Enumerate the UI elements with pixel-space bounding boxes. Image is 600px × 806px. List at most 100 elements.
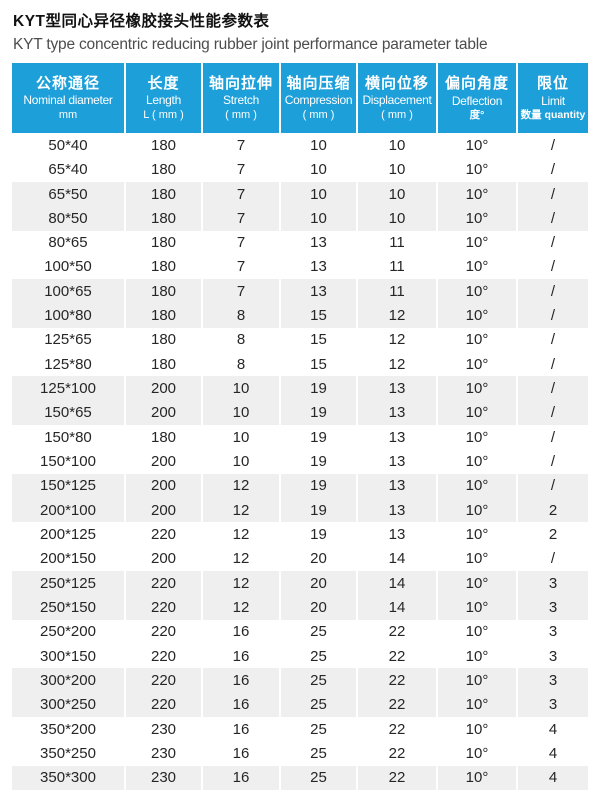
table-cell: 19 — [279, 522, 357, 547]
table-cell: 10° — [436, 181, 517, 207]
table-cell: 14 — [356, 546, 437, 572]
table-cell: 200*150 — [12, 546, 125, 572]
table-cell: / — [516, 157, 588, 182]
table-cell: 10 — [201, 425, 280, 450]
table-cell: 80*65 — [12, 230, 125, 255]
table-cell: 10° — [436, 254, 517, 280]
table-cell: 200 — [124, 376, 202, 401]
table-cell: 12 — [201, 473, 280, 499]
table-cell: 150*65 — [12, 400, 125, 426]
table-row: 350*250 230 16 25 22 10° 4 — [12, 741, 588, 766]
table-row: 150*100 200 10 19 13 10° / — [12, 449, 588, 474]
table-cell: 12 — [356, 352, 437, 377]
table-cell: 180 — [124, 181, 202, 207]
table-cell: 125*80 — [12, 352, 125, 377]
table-row: 250*125 220 12 20 14 10° 3 — [12, 571, 588, 596]
table-row: 125*100 200 10 19 13 10° / — [12, 376, 588, 401]
table-row: 200*100 200 12 19 13 10° 2 — [12, 498, 588, 523]
table-cell: 25 — [279, 668, 357, 693]
table-cell: 15 — [279, 327, 357, 353]
table-cell: 4 — [516, 765, 588, 791]
table-cell: 10° — [436, 717, 517, 742]
table-cell: 14 — [356, 595, 437, 620]
table-cell: 13 — [356, 522, 437, 547]
table-cell: 10° — [436, 133, 517, 158]
table-cell: 150*100 — [12, 449, 125, 474]
table-cell: 12 — [201, 595, 280, 620]
table-cell: 22 — [356, 619, 437, 645]
table-row: 65*50 180 7 10 10 10° / — [12, 181, 588, 207]
header-row: 公称通径 Nominal diameter mm 长度 Length L ( mm ) 轴向… — [12, 63, 588, 134]
table-cell: 230 — [124, 741, 202, 766]
table-cell: 7 — [201, 279, 280, 304]
table-cell: / — [516, 327, 588, 353]
table-cell: 150*125 — [12, 473, 125, 499]
header-unit-label: 度° — [469, 108, 485, 121]
table-cell: 19 — [279, 449, 357, 474]
table-cell: 13 — [356, 498, 437, 523]
table-cell: 10° — [436, 765, 517, 791]
table-cell: 8 — [201, 303, 280, 328]
table-cell: 230 — [124, 765, 202, 791]
table-cell: 350*200 — [12, 717, 125, 742]
header-cell-stretch: 轴向拉伸 Stretch( mm ) — [201, 63, 280, 134]
table-cell: 10° — [436, 595, 517, 620]
table-cell: 7 — [201, 181, 280, 207]
table-cell: 220 — [124, 595, 202, 620]
table-row: 350*300 230 16 25 22 10° 4 — [12, 765, 588, 791]
table-cell: 4 — [516, 741, 588, 766]
table-cell: / — [516, 425, 588, 450]
table-cell: 10° — [436, 546, 517, 572]
table-cell: 220 — [124, 692, 202, 718]
table-cell: 20 — [279, 595, 357, 620]
table-row: 350*200 230 16 25 22 10° 4 — [12, 717, 588, 742]
table-cell: 180 — [124, 254, 202, 280]
table-cell: 11 — [356, 230, 437, 255]
header-cell-limit: 限位 Limit 数量 quantity — [516, 63, 588, 134]
table-cell: 13 — [356, 473, 437, 499]
table-cell: 22 — [356, 765, 437, 791]
table-row: 200*125 220 12 19 13 10° 2 — [12, 522, 588, 547]
table-cell: 13 — [356, 449, 437, 474]
table-cell: / — [516, 376, 588, 401]
table-cell: 10 — [356, 181, 437, 207]
table-cell: 14 — [356, 571, 437, 596]
page-title-zh: KYT型同心异径橡胶接头性能参数表 — [13, 13, 270, 30]
table-cell: 10° — [436, 522, 517, 547]
table-cell: 65*50 — [12, 181, 125, 207]
header-cell-compression: 轴向压缩 Compression( mm ) — [279, 63, 357, 134]
title-block: KYT型同心异径橡胶接头性能参数表 KYT type concentric re… — [0, 0, 600, 54]
table-cell: 16 — [201, 692, 280, 718]
table-cell: 10 — [356, 133, 437, 158]
table-cell: 10° — [436, 352, 517, 377]
table-cell: 10 — [201, 449, 280, 474]
table-cell: 10° — [436, 571, 517, 596]
table-cell: 25 — [279, 644, 357, 669]
table-cell: 180 — [124, 279, 202, 304]
table-cell: 180 — [124, 230, 202, 255]
table-cell: 10 — [356, 157, 437, 182]
table-row: 80*65 180 7 13 11 10° / — [12, 230, 588, 255]
table-cell: 16 — [201, 619, 280, 645]
table-cell: 300*150 — [12, 644, 125, 669]
table-cell: 10° — [436, 644, 517, 669]
table-cell: 8 — [201, 352, 280, 377]
performance-parameter-table: 公称通径 Nominal diameter mm 长度 Length L ( mm ) 轴向… — [12, 63, 588, 791]
table-cell: 7 — [201, 254, 280, 280]
table-cell: / — [516, 279, 588, 304]
table-cell: 22 — [356, 644, 437, 669]
header-unit-label: L ( mm ) — [143, 109, 184, 122]
table-cell: 19 — [279, 400, 357, 426]
table-row: 300*150 220 16 25 22 10° 3 — [12, 644, 588, 669]
table-cell: 10° — [436, 741, 517, 766]
table-cell: 8 — [201, 327, 280, 353]
table-cell: 15 — [279, 352, 357, 377]
header-cell-length: 长度 Length L ( mm ) — [124, 63, 202, 134]
table-row: 125*80 180 8 15 12 10° / — [12, 352, 588, 377]
table-cell: 180 — [124, 133, 202, 158]
table-row: 50*40 180 7 10 10 10° / — [12, 133, 588, 158]
table-cell: 10° — [436, 376, 517, 401]
table-cell: 16 — [201, 741, 280, 766]
table-cell: 16 — [201, 644, 280, 669]
table-cell: 220 — [124, 571, 202, 596]
